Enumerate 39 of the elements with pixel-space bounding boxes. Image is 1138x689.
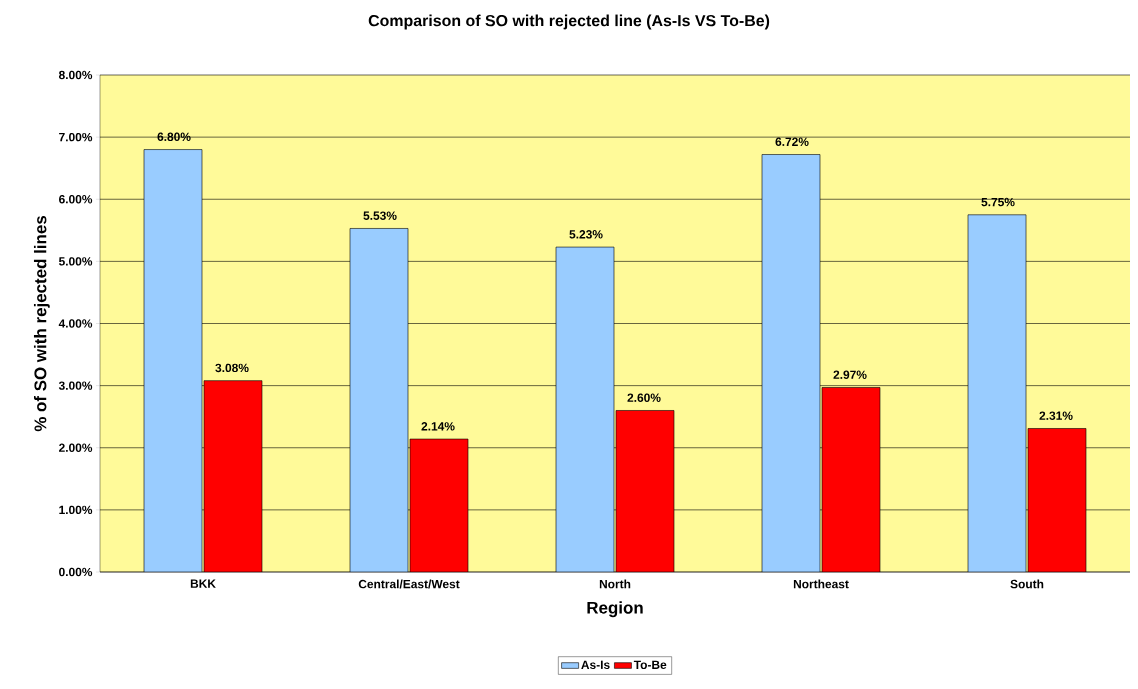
bar: [615, 410, 675, 572]
bar: [143, 149, 203, 572]
data-label: 6.72%: [775, 137, 809, 146]
x-tick-label: Northeast: [793, 579, 849, 589]
y-tick-label: 5.00%: [58, 257, 93, 266]
bar: [1027, 428, 1087, 572]
y-tick-label: 8.00%: [58, 70, 93, 80]
chart-title: Comparison of SO with rejected line (As-Is VS To-Be): [368, 14, 770, 30]
y-tick-label: 6.00%: [59, 195, 93, 204]
x-tick-label: North: [599, 579, 631, 589]
x-tick-label: South: [1010, 579, 1044, 589]
data-label: 2.97%: [833, 370, 867, 379]
y-tick-label: 7.00%: [59, 132, 93, 142]
data-label: 5.75%: [981, 197, 1015, 207]
data-label: 5.53%: [363, 211, 397, 220]
y-tick-label: 3.00%: [58, 381, 93, 390]
data-label: 2.14%: [421, 422, 455, 431]
x-tick-label: BKK: [190, 579, 216, 588]
x-axis-title: Region: [587, 601, 643, 618]
data-label: 6.80%: [157, 132, 191, 142]
legend-label: As-Is: [581, 660, 610, 670]
bar: [203, 380, 263, 572]
y-axis-title: % of SO with rejected lines: [33, 215, 50, 432]
y-tick-label: 4.00%: [58, 319, 93, 328]
data-label: 2.60%: [627, 393, 661, 402]
y-tick-label: 0.00%: [59, 567, 93, 577]
bar: [761, 154, 821, 572]
legend-label: To-Be: [633, 660, 667, 670]
bar: [967, 214, 1027, 572]
data-label: 3.08%: [215, 363, 249, 373]
bar: [555, 246, 615, 572]
data-label: 5.23%: [569, 230, 603, 239]
bar: [821, 387, 881, 572]
y-tick-label: 2.00%: [59, 443, 93, 452]
x-tick-label: Central/East/West: [358, 579, 460, 589]
bar: [409, 438, 469, 572]
bar: [349, 228, 409, 572]
data-label: 2.31%: [1039, 411, 1073, 420]
y-tick-label: 1.00%: [59, 505, 93, 515]
